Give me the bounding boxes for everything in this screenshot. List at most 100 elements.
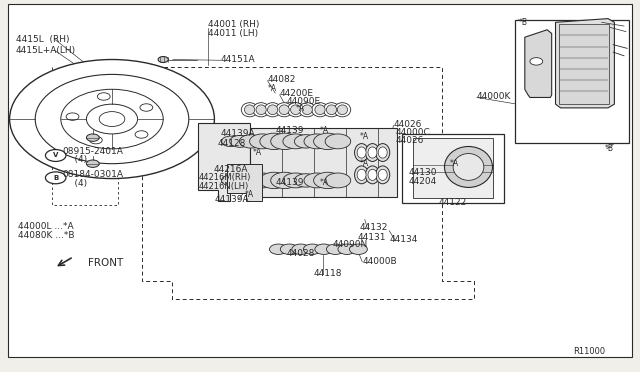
Ellipse shape [378,147,387,158]
Circle shape [338,244,356,254]
Bar [413,138,493,198]
Circle shape [294,135,317,148]
Ellipse shape [315,105,325,115]
Text: 44216N(LH): 44216N(LH) [198,182,249,190]
Ellipse shape [279,105,289,115]
Text: *B: *B [518,18,527,27]
Circle shape [86,134,99,141]
Text: *A: *A [245,190,254,199]
Text: 44001 (RH): 44001 (RH) [208,20,259,29]
Text: *A: *A [268,84,276,93]
Ellipse shape [368,147,377,158]
Polygon shape [227,164,262,201]
Circle shape [239,135,262,148]
Text: 44090E: 44090E [286,97,320,106]
Ellipse shape [453,154,484,180]
Circle shape [314,133,342,150]
Circle shape [283,134,308,149]
Circle shape [280,244,298,254]
Ellipse shape [299,103,316,117]
Text: *A: *A [253,148,262,157]
Text: *A: *A [320,178,329,187]
Text: 4415L  (RH): 4415L (RH) [16,35,70,44]
Ellipse shape [445,147,493,187]
Text: R11000: R11000 [573,347,605,356]
Circle shape [303,244,321,254]
Text: 44000L ...*A: 44000L ...*A [18,222,74,231]
Ellipse shape [253,103,269,117]
Text: 44204: 44204 [408,177,436,186]
Polygon shape [556,19,614,108]
Polygon shape [525,30,552,97]
Text: 44139A: 44139A [221,129,255,138]
Text: 44130: 44130 [408,169,437,177]
Ellipse shape [312,103,328,117]
Circle shape [250,173,275,188]
Text: 44139: 44139 [275,126,304,135]
Text: 44122: 44122 [438,198,467,207]
Text: 44131: 44131 [357,233,386,242]
Circle shape [294,174,317,187]
Circle shape [158,57,168,62]
Ellipse shape [256,105,266,115]
Ellipse shape [323,103,340,117]
Ellipse shape [357,147,366,158]
Ellipse shape [268,105,278,115]
Circle shape [45,150,66,161]
Circle shape [239,174,262,187]
Ellipse shape [365,144,380,161]
Circle shape [269,244,287,254]
Circle shape [315,244,333,254]
Circle shape [45,172,66,184]
Text: 44090N: 44090N [333,240,368,249]
Text: 44216A: 44216A [214,165,248,174]
Text: 44200E: 44200E [280,89,314,98]
Ellipse shape [276,103,292,117]
Circle shape [221,175,239,186]
Ellipse shape [302,105,312,115]
Text: 44118: 44118 [314,269,342,278]
Ellipse shape [368,169,377,180]
Ellipse shape [355,144,369,161]
Circle shape [221,136,239,147]
Circle shape [230,135,250,147]
Ellipse shape [326,105,337,115]
Ellipse shape [337,105,348,115]
Text: 44128: 44128 [218,139,246,148]
Circle shape [326,244,344,254]
Ellipse shape [357,169,366,180]
Text: 44139: 44139 [275,178,304,187]
Text: B: B [53,175,58,181]
Bar [250,128,397,197]
Circle shape [304,173,330,188]
Text: *A: *A [320,126,329,135]
Circle shape [260,133,288,150]
Circle shape [314,172,342,189]
Ellipse shape [264,103,281,117]
Text: *A: *A [296,104,305,113]
Circle shape [283,173,308,188]
Text: 44000C: 44000C [396,128,430,137]
Text: 44151A: 44151A [221,55,255,64]
Polygon shape [198,123,250,201]
Text: *A: *A [360,132,369,141]
Ellipse shape [241,103,258,117]
Text: 44026: 44026 [396,136,424,145]
Ellipse shape [244,105,255,115]
Ellipse shape [291,105,301,115]
Text: 08184-0301A: 08184-0301A [63,170,124,179]
Circle shape [260,172,288,189]
Text: *A: *A [360,159,369,168]
Circle shape [271,133,299,150]
Text: 44028: 44028 [287,249,315,258]
Circle shape [325,134,351,149]
Circle shape [271,172,299,189]
Text: *A: *A [450,159,459,168]
Text: FRONT: FRONT [88,259,124,268]
Text: 44080K ...*B: 44080K ...*B [18,231,74,240]
Ellipse shape [355,166,369,184]
Text: 44082: 44082 [268,76,296,84]
Circle shape [10,60,214,179]
Text: (4): (4) [63,179,87,187]
Bar [402,134,504,203]
